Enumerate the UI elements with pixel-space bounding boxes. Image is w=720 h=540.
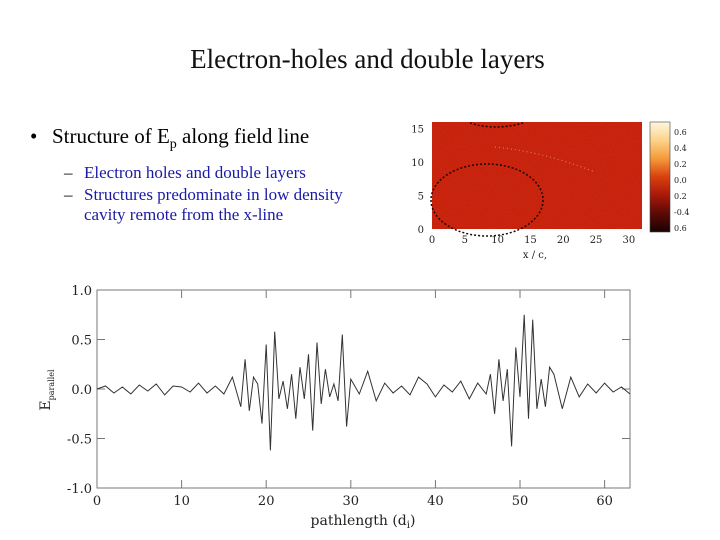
sub-bullet: – Electron holes and double layers <box>64 163 370 183</box>
colorbar-gradient <box>649 121 671 233</box>
heatmap-x-ticks: 0 5 10 15 20 25 30 <box>429 235 635 246</box>
colorbar-tick-label: 0.0 <box>674 176 687 185</box>
dash-marker: – <box>64 163 73 183</box>
x-tick-label: 20 <box>258 494 275 509</box>
sub-bullet-text: Electron holes and double layers <box>84 163 306 183</box>
line-x-label: pathlength (di) <box>311 513 416 531</box>
heatmap-colorbar: 0.6 0.4 0.2 0.0 0.2 -0.4 0.6 <box>649 121 689 233</box>
heatmap-x-tick-label: 25 <box>590 235 603 246</box>
line-plot-frame <box>96 289 631 489</box>
heatmap-y-tick-label: 0 <box>418 225 424 236</box>
x-tick-label: 40 <box>427 494 444 509</box>
heatmap-y-tick-label: 15 <box>411 125 424 136</box>
x-tick-label: 50 <box>512 494 529 509</box>
bullet-list: • Structure of Ep along field line – Ele… <box>30 122 370 227</box>
main-bullet-text: Structure of E <box>52 124 170 148</box>
heatmap-y-ticks: 0 5 10 15 <box>411 125 424 236</box>
y-tick-label: 0.0 <box>71 383 92 398</box>
heatmap-x-tick-label: 5 <box>462 235 468 246</box>
heatmap-x-tick-label: 15 <box>524 235 537 246</box>
x-tick-label: 0 <box>93 494 101 509</box>
dash-marker: – <box>64 185 73 205</box>
bullet-marker: • <box>30 124 38 148</box>
colorbar-tick-label: 0.6 <box>674 128 687 137</box>
cavity-outline-lower <box>430 163 544 237</box>
line-chart: 1.0 0.5 0.0 -0.5 -1.0 0 10 20 30 40 50 60 pathleng… <box>38 284 631 531</box>
sub-bullet: – Structures predominate in low density … <box>64 185 370 225</box>
heatmap-x-label: x / c, <box>523 250 547 261</box>
colorbar-tick-label: 0.4 <box>674 144 687 153</box>
line-x-ticks: 0 10 20 30 40 50 60 <box>93 290 613 509</box>
y-tick-label: 1.0 <box>71 284 92 299</box>
colorbar-tick-label: 0.2 <box>674 160 687 169</box>
heatmap-x-tick-label: 20 <box>557 235 570 246</box>
y-tick-label: 0.5 <box>71 334 92 349</box>
line-y-label: Eparallel <box>38 369 56 411</box>
sub-bullet-text: Structures predominate in low density ca… <box>84 185 343 225</box>
heatmap-y-tick-label: 5 <box>418 192 424 203</box>
colorbar-tick-label: -0.4 <box>674 208 689 217</box>
series-trace <box>96 314 631 451</box>
slide-title: Electron-holes and double layers <box>190 44 545 74</box>
heatmap-noise <box>432 122 642 229</box>
heatmap-x-tick-label: 10 <box>491 235 504 246</box>
field-structure-streak <box>494 146 596 173</box>
line-y-ticks: 1.0 0.5 0.0 -0.5 -1.0 <box>67 284 630 497</box>
cavity-outline-upper <box>469 122 524 128</box>
x-tick-label: 10 <box>173 494 190 509</box>
y-tick-label: -0.5 <box>67 433 92 448</box>
heatmap-x-tick-label: 30 <box>623 235 636 246</box>
heatmap-y-tick-label: 10 <box>411 158 424 169</box>
x-tick-label: 60 <box>596 494 613 509</box>
y-tick-label: -1.0 <box>67 482 92 497</box>
main-bullet-suffix: along field line <box>176 124 310 148</box>
sub-bullet-list: – Electron holes and double layers – Str… <box>30 163 370 225</box>
main-bullet: • Structure of Ep along field line <box>30 122 370 159</box>
main-bullet-subscript: p <box>169 137 177 153</box>
colorbar-tick-label: 0.6 <box>674 224 687 233</box>
x-tick-label: 30 <box>343 494 360 509</box>
colorbar-tick-label: 0.2 <box>674 192 687 201</box>
heatmap-x-tick-label: 0 <box>429 235 435 246</box>
